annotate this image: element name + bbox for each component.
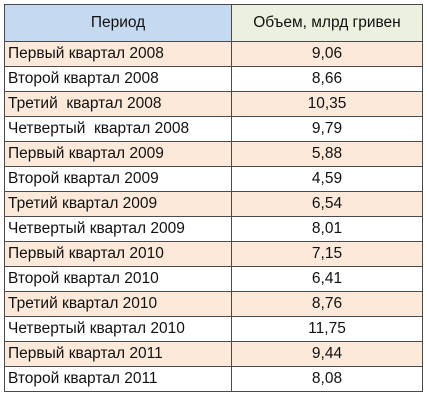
volume-cell: 9,06: [231, 41, 423, 67]
table-row: Второй квартал 2008 8,66: [4, 66, 423, 92]
volume-cell: 11,75: [231, 316, 423, 342]
table-row: Второй квартал 2010 6,41: [4, 266, 423, 292]
period-cell: Четвертый квартал 2010: [4, 316, 232, 342]
period-cell: Второй квартал 2008: [4, 66, 232, 92]
period-cell: Первый квартал 2011: [4, 341, 232, 367]
table-row: Первый квартал 2010 7,15: [4, 241, 423, 267]
period-cell: Третий квартал 2010: [4, 291, 232, 317]
volume-cell: 8,76: [231, 291, 423, 317]
table-row: Четвертый квартал 2009 8,01: [4, 216, 423, 242]
table-row: Третий квартал 2009 6,54: [4, 191, 423, 217]
table-row: Первый квартал 2008 9,06: [4, 41, 423, 67]
period-cell: Первый квартал 2010: [4, 241, 232, 267]
table-row: Четвертый квартал 2008 9,79: [4, 116, 423, 142]
volume-cell: 6,54: [231, 191, 423, 217]
table-row: Второй квартал 2011 8,08: [4, 366, 423, 392]
volume-cell: 8,01: [231, 216, 423, 242]
table-container: Период Объем, млрд гривен Первый квартал…: [4, 4, 423, 392]
volume-cell: 5,88: [231, 141, 423, 167]
period-cell: Третий квартал 2008: [4, 91, 232, 117]
volume-cell: 6,41: [231, 266, 423, 292]
period-cell: Первый квартал 2008: [4, 41, 232, 67]
volume-cell: 10,35: [231, 91, 423, 117]
volume-cell: 9,44: [231, 341, 423, 367]
period-cell: Второй квартал 2010: [4, 266, 232, 292]
volume-cell: 4,59: [231, 166, 423, 192]
period-cell: Четвертый квартал 2009: [4, 216, 232, 242]
period-cell: Четвертый квартал 2008: [4, 116, 232, 142]
table-row: Первый квартал 2011 9,44: [4, 341, 423, 367]
table-row: Четвертый квартал 2010 11,75: [4, 316, 423, 342]
table-row: Второй квартал 2009 4,59: [4, 166, 423, 192]
volume-cell: 8,66: [231, 66, 423, 92]
header-volume: Объем, млрд гривен: [231, 4, 423, 42]
volume-cell: 8,08: [231, 366, 423, 392]
volume-cell: 9,79: [231, 116, 423, 142]
period-cell: Первый квартал 2009: [4, 141, 232, 167]
volume-table: Период Объем, млрд гривен Первый квартал…: [4, 4, 423, 392]
period-cell: Второй квартал 2009: [4, 166, 232, 192]
period-cell: Третий квартал 2009: [4, 191, 232, 217]
header-period: Период: [4, 4, 232, 42]
table-row: Первый квартал 2009 5,88: [4, 141, 423, 167]
table-row: Третий квартал 2010 8,76: [4, 291, 423, 317]
header-row: Период Объем, млрд гривен: [4, 4, 423, 42]
volume-cell: 7,15: [231, 241, 423, 267]
table-row: Третий квартал 2008 10,35: [4, 91, 423, 117]
period-cell: Второй квартал 2011: [4, 366, 232, 392]
